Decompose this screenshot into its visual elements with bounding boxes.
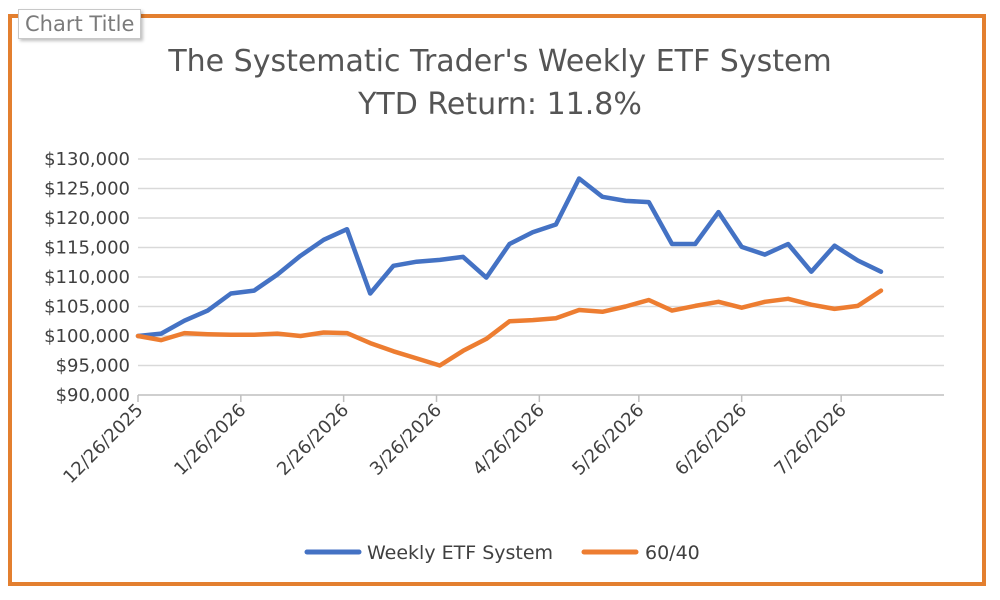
x-axis-ticks: 12/26/2025 1/26/2026 2/26/2026 3/26/2026 4/2… (59, 395, 851, 488)
y-tick-label: $125,000 (44, 179, 130, 200)
legend: Weekly ETF System 60/40 (304, 542, 700, 564)
series-line (135, 288, 884, 368)
x-tick-label: 6/26/2026 (671, 400, 751, 480)
legend-label: Weekly ETF System (367, 542, 553, 564)
y-tick-label: $105,000 (44, 297, 130, 318)
x-tick-label: 1/26/2026 (170, 400, 250, 480)
chart-title-tooltip[interactable]: Chart Title (18, 9, 142, 39)
x-tick-label: 2/26/2026 (273, 400, 353, 480)
y-tick-label: $95,000 (56, 356, 130, 377)
chart-title: The Systematic Trader's Weekly ETF Syste… (167, 44, 831, 79)
chart-subtitle: YTD Return: 11.8% (357, 87, 642, 122)
y-axis-ticks: $90,000 $95,000 $100,000 $105,000 $110,000 $1… (44, 149, 130, 406)
y-tick-label: $110,000 (44, 267, 130, 288)
gridlines (138, 158, 944, 396)
series-lines (135, 176, 884, 368)
y-tick-label: $130,000 (44, 149, 130, 170)
x-tick-label: 7/26/2026 (771, 400, 851, 480)
x-tick-label: 5/26/2026 (568, 400, 648, 480)
x-tick-label: 3/26/2026 (366, 400, 446, 480)
x-tick-label: 12/26/2025 (59, 400, 147, 488)
y-tick-label: $120,000 (44, 208, 130, 229)
series-line (135, 176, 884, 339)
y-tick-label: $115,000 (44, 238, 130, 259)
legend-label: 60/40 (645, 542, 700, 564)
x-tick-label: 4/26/2026 (469, 400, 549, 480)
y-tick-label: $100,000 (44, 326, 130, 347)
y-tick-label: $90,000 (56, 385, 130, 406)
chart-frame (8, 14, 986, 586)
